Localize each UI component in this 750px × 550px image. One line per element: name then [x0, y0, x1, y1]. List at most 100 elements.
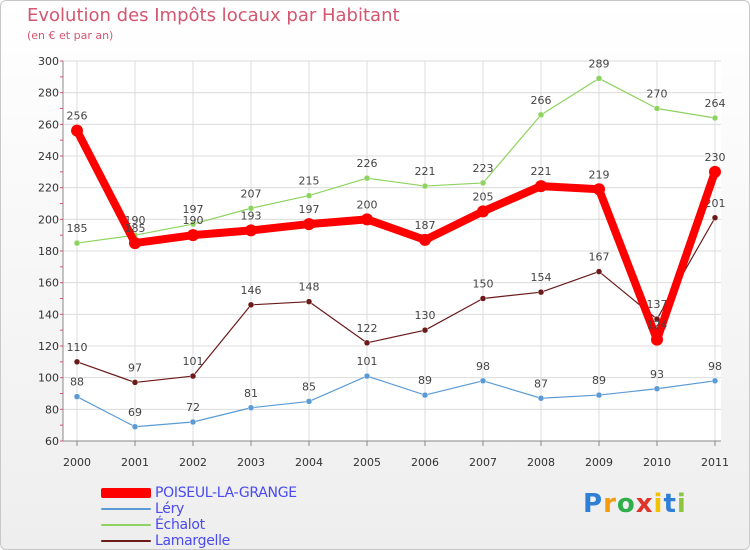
data-label: 101 [183, 355, 204, 368]
x-tick-label: 2005 [353, 456, 381, 469]
data-label: 256 [67, 110, 88, 123]
data-point [189, 418, 197, 426]
data-label: 193 [241, 209, 262, 222]
logo-letter: x [635, 489, 654, 519]
data-point [537, 288, 545, 296]
data-point [711, 114, 719, 122]
data-label: 72 [186, 401, 200, 414]
data-point [477, 205, 489, 218]
y-tick-label: 60 [45, 435, 59, 448]
legend-label-lamargelle: Lamargelle [155, 533, 230, 549]
data-label: 201 [705, 197, 726, 210]
data-point [245, 224, 257, 237]
data-label: 150 [473, 278, 494, 291]
y-tick-label: 180 [38, 245, 59, 258]
data-label: 69 [128, 406, 142, 419]
data-label: 289 [589, 57, 610, 70]
series-line-l-ry [76, 375, 716, 428]
data-label: 221 [415, 165, 436, 178]
data-point [711, 377, 719, 385]
x-tick-label: 2004 [295, 456, 323, 469]
data-point [421, 326, 429, 334]
data-point [189, 372, 197, 380]
data-point [593, 183, 605, 196]
data-point [479, 295, 487, 302]
data-point [537, 111, 545, 119]
y-tick-label: 220 [38, 182, 59, 195]
chart-subtitle: (en € et par an) [27, 29, 114, 42]
data-label: 97 [128, 361, 142, 374]
y-tick-label: 120 [38, 340, 59, 353]
data-point [129, 237, 141, 250]
data-label: 207 [241, 187, 262, 200]
legend-label-echalot: Échalot [155, 517, 205, 533]
data-label: 89 [418, 374, 432, 387]
data-point [595, 268, 603, 275]
data-point [189, 220, 197, 228]
logo-letter: t [663, 489, 677, 519]
data-label: 93 [650, 368, 664, 381]
y-tick-label: 300 [38, 55, 59, 68]
data-label: 124 [647, 319, 668, 332]
data-label: 190 [125, 214, 146, 227]
data-point [711, 214, 719, 221]
data-label: 154 [531, 271, 552, 284]
y-tick-label: 280 [38, 87, 59, 100]
x-tick-label: 2011 [701, 456, 729, 469]
y-tick-label: 80 [45, 403, 59, 416]
x-tick-label: 2007 [469, 456, 497, 469]
data-label: 146 [241, 284, 262, 297]
data-point [595, 75, 603, 82]
data-point [73, 358, 81, 366]
logo-letter: r [603, 489, 617, 519]
data-label: 87 [534, 377, 548, 390]
data-point [653, 385, 661, 392]
x-tick-label: 2009 [585, 456, 613, 469]
data-point [131, 379, 139, 386]
data-label: 197 [183, 203, 204, 216]
data-label: 89 [592, 374, 606, 387]
data-point [537, 395, 545, 402]
legend-label-poiseul: POISEUL-LA-GRANGE [155, 485, 297, 501]
series-line--chalot [76, 77, 716, 244]
data-point [479, 179, 487, 187]
data-point [363, 174, 371, 182]
data-point [421, 391, 429, 399]
data-point [419, 233, 431, 246]
data-label: 215 [299, 175, 320, 188]
data-point [709, 165, 721, 178]
data-point [305, 398, 313, 405]
data-label: 81 [244, 387, 258, 400]
data-point [595, 391, 603, 399]
data-label: 205 [473, 190, 494, 203]
data-label: 167 [589, 251, 610, 264]
y-tick-label: 160 [38, 277, 59, 290]
logo-letter: o [616, 489, 636, 519]
data-label: 101 [357, 355, 378, 368]
proxiti-logo: Proxiti [583, 489, 687, 519]
legend-swatch-poiseul [101, 488, 151, 498]
data-point [247, 301, 255, 309]
data-label: 85 [302, 380, 316, 393]
data-label: 187 [415, 219, 436, 232]
data-point [187, 229, 199, 242]
data-label: 185 [67, 222, 88, 235]
data-label: 98 [476, 360, 490, 373]
y-tick-label: 200 [38, 213, 59, 226]
data-point [305, 192, 313, 199]
data-point [73, 393, 81, 400]
logo-letter: i [653, 489, 664, 519]
x-tick-label: 2006 [411, 456, 439, 469]
data-point [363, 339, 371, 347]
data-label: 98 [708, 360, 722, 373]
logo-letter: i [676, 489, 687, 519]
data-point [535, 180, 547, 193]
data-label: 219 [589, 168, 610, 181]
data-label: 223 [473, 162, 494, 175]
data-label: 264 [705, 97, 726, 110]
x-tick-label: 2008 [527, 456, 555, 469]
data-label: 226 [357, 157, 378, 170]
data-label: 122 [357, 322, 378, 335]
